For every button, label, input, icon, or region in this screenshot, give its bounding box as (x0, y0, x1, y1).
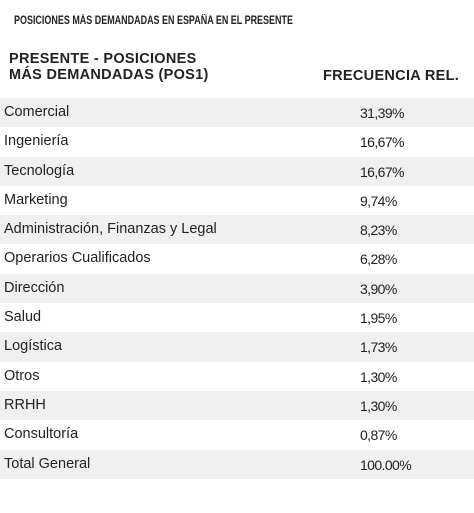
row-value: 16,67% (360, 134, 404, 151)
table-row: Otros 1,30% (0, 362, 474, 391)
row-value: 8,23% (360, 222, 397, 239)
row-value: 3,90% (360, 280, 397, 297)
table-row: Marketing 9,74% (0, 186, 474, 215)
row-label: Salud (4, 309, 42, 326)
table-row: Administración, Finanzas y Legal 8,23% (0, 215, 474, 245)
total-label: Total General (4, 455, 91, 472)
table-row: Comercial 31,39% (0, 98, 474, 128)
table-row-total: Total General 100.00% (0, 449, 474, 479)
row-label: Consultoría (4, 426, 79, 443)
row-value: 9,74% (360, 192, 397, 209)
row-label: Marketing (4, 191, 68, 208)
table-body: Comercial 31,39% Ingeniería 16,67% Tecno… (0, 98, 474, 479)
row-label: Dirección (4, 279, 65, 296)
column-header-positions: PRESENTE - POSICIONES MÁS DEMANDADAS (PO… (9, 51, 209, 83)
column-header-line2: MÁS DEMANDADAS (POS1) (9, 67, 209, 83)
row-value: 1,95% (360, 310, 397, 327)
table-row: Tecnología 16,67% (0, 156, 474, 186)
row-value: 31,39% (360, 105, 404, 121)
table-row: RRHH 1,30% (0, 390, 474, 421)
row-label: Tecnología (4, 162, 75, 179)
row-label: Otros (4, 367, 40, 384)
row-label: Ingeniería (4, 133, 69, 150)
total-value: 100.00% (360, 456, 412, 473)
row-value: 16,67% (360, 163, 404, 180)
column-header-frequency: FRECUENCIA REL. (323, 68, 460, 84)
column-header-line1: PRESENTE - POSICIONES (9, 51, 197, 67)
table-row: Consultoría 0,87% (0, 420, 474, 449)
table-row: Ingeniería 16,67% (0, 127, 474, 156)
row-value: 1,73% (360, 339, 397, 356)
row-label: RRHH (4, 396, 46, 413)
row-value: 1,30% (360, 397, 397, 414)
row-value: 1,30% (360, 368, 397, 385)
row-value: 0,87% (360, 427, 397, 444)
table-row: Logística 1,73% (0, 332, 474, 362)
row-label: Operarios Cualificados (4, 250, 151, 267)
table-row: Dirección 3,90% (0, 273, 474, 304)
page-title: POSICIONES MÁS DEMANDADAS EN ESPAÑA EN E… (14, 15, 293, 27)
row-label: Logística (4, 338, 63, 355)
table-header: PRESENTE - POSICIONES MÁS DEMANDADAS (PO… (0, 48, 474, 98)
table-row: Salud 1,95% (0, 303, 474, 332)
table-row: Operarios Cualificados 6,28% (0, 244, 474, 273)
row-label: Comercial (4, 104, 70, 120)
row-label: Administración, Finanzas y Legal (4, 221, 217, 238)
row-value: 6,28% (360, 251, 397, 268)
